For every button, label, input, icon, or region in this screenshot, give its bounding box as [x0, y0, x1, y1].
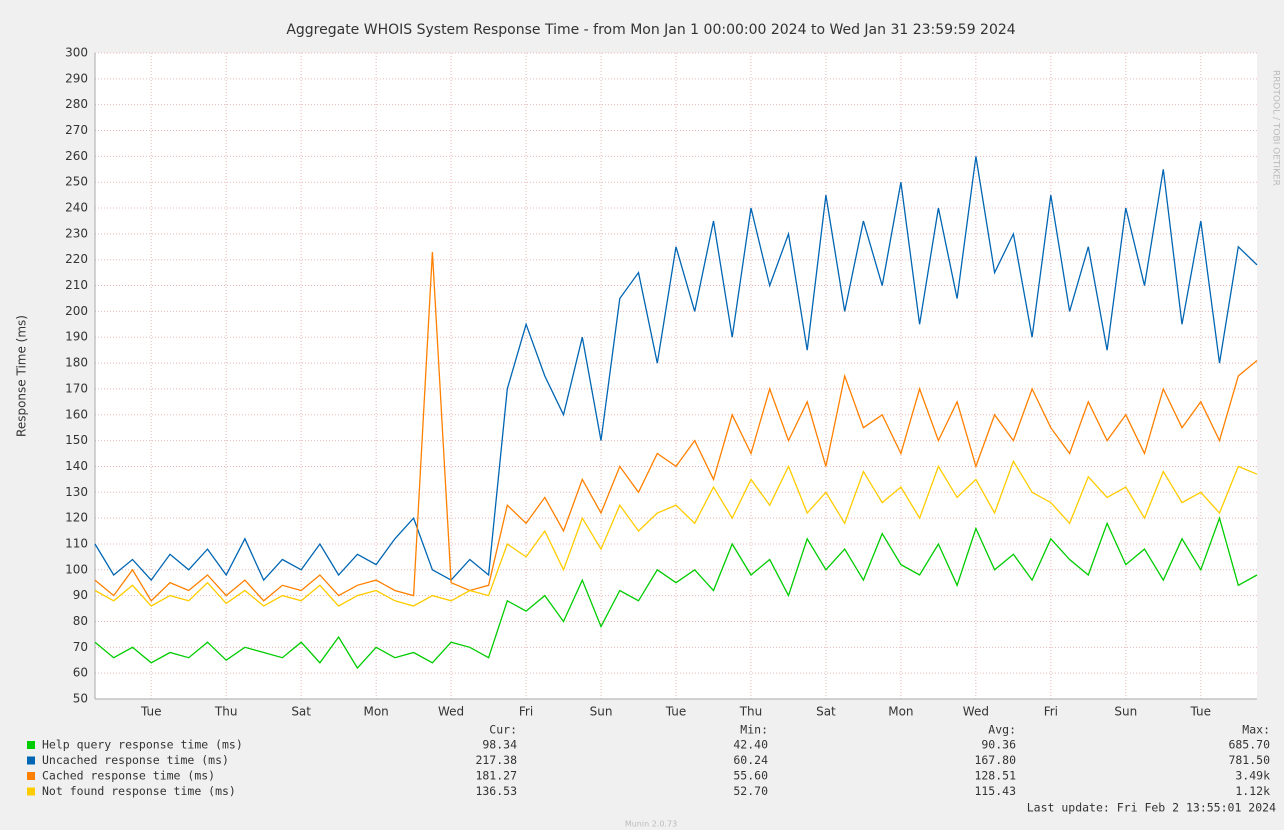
x-tick-label: Fri	[519, 705, 533, 719]
x-tick-label: Mon	[888, 705, 913, 719]
y-tick-label: 190	[65, 330, 88, 344]
chart-title: Aggregate WHOIS System Response Time - f…	[286, 22, 1015, 38]
table-cell: 136.53	[475, 784, 517, 798]
table-cell: 115.43	[974, 784, 1016, 798]
y-tick-label: 50	[73, 692, 88, 706]
x-tick-label: Tue	[1190, 705, 1212, 719]
table-cell: 181.27	[475, 769, 517, 783]
x-tick-label: Sun	[1114, 705, 1137, 719]
x-tick-label: Wed	[438, 705, 464, 719]
y-tick-label: 90	[73, 588, 88, 602]
legend-swatch	[27, 756, 35, 765]
table-cell: 685.70	[1228, 738, 1270, 752]
y-tick-label: 70	[73, 640, 88, 654]
y-tick-label: 180	[65, 356, 88, 370]
x-tick-label: Sat	[816, 705, 836, 719]
y-tick-label: 210	[65, 278, 88, 292]
table-header: Max:	[1242, 723, 1270, 737]
x-tick-label: Tue	[140, 705, 162, 719]
legend-swatch	[27, 772, 35, 780]
y-tick-label: 270	[65, 123, 88, 137]
x-tick-label: Fri	[1044, 705, 1058, 719]
footer: Munin 2.0.73	[625, 820, 677, 829]
y-tick-label: 240	[65, 201, 88, 215]
y-tick-label: 120	[65, 511, 88, 525]
last-update: Last update: Fri Feb 2 13:55:01 2024	[1027, 801, 1276, 815]
table-cell: 42.40	[733, 738, 768, 752]
watermark: RRDTOOL / TOBI OETIKER	[1271, 70, 1281, 186]
series-line	[94, 156, 1258, 582]
y-tick-label: 140	[65, 459, 88, 473]
table-cell: 128.51	[974, 769, 1016, 783]
table-cell: 52.70	[733, 784, 768, 798]
table-cell: 1.12k	[1235, 784, 1270, 798]
table-cell: 60.24	[733, 753, 768, 767]
legend-label: Help query response time (ms)	[42, 738, 243, 752]
y-tick-label: 260	[65, 149, 88, 163]
y-tick-label: 100	[65, 562, 88, 576]
table-cell: 98.34	[482, 738, 517, 752]
table-header: Min:	[740, 723, 768, 737]
table-header: Cur:	[489, 723, 517, 737]
y-tick-label: 130	[65, 485, 88, 499]
y-tick-label: 200	[65, 304, 88, 318]
y-tick-label: 280	[65, 97, 88, 111]
legend-label: Cached response time (ms)	[42, 769, 215, 783]
table-cell: 781.50	[1228, 753, 1270, 767]
y-tick-label: 300	[65, 46, 88, 60]
y-tick-label: 290	[65, 71, 88, 85]
series-line	[94, 515, 1258, 670]
y-tick-label: 220	[65, 252, 88, 266]
x-tick-label: Sun	[590, 705, 613, 719]
table-header: Avg:	[988, 723, 1016, 737]
series-line	[94, 459, 1258, 607]
table-cell: 3.49k	[1235, 769, 1270, 783]
y-tick-label: 230	[65, 226, 88, 240]
y-tick-label: 250	[65, 175, 88, 189]
y-axis-label: Response Time (ms)	[15, 315, 29, 437]
y-tick-label: 160	[65, 407, 88, 421]
table-cell: 55.60	[733, 769, 768, 783]
x-tick-label: Wed	[963, 705, 989, 719]
plot-area	[95, 53, 1257, 699]
legend-swatch	[27, 787, 35, 796]
y-tick-label: 150	[65, 433, 88, 447]
y-tick-label: 60	[73, 666, 88, 680]
table-cell: 167.80	[974, 753, 1016, 767]
y-tick-label: 80	[73, 614, 88, 628]
y-tick-label: 170	[65, 381, 88, 395]
x-tick-label: Sat	[291, 705, 311, 719]
x-tick-label: Thu	[739, 705, 763, 719]
legend-label: Uncached response time (ms)	[42, 753, 229, 767]
table-cell: 217.38	[475, 753, 517, 767]
y-tick-label: 110	[65, 536, 88, 550]
x-tick-label: Mon	[363, 705, 388, 719]
series-line	[94, 251, 1258, 602]
legend-label: Not found response time (ms)	[42, 784, 236, 798]
legend-swatch	[27, 741, 35, 749]
x-tick-label: Thu	[214, 705, 238, 719]
x-tick-label: Tue	[665, 705, 687, 719]
table-cell: 90.36	[981, 738, 1016, 752]
